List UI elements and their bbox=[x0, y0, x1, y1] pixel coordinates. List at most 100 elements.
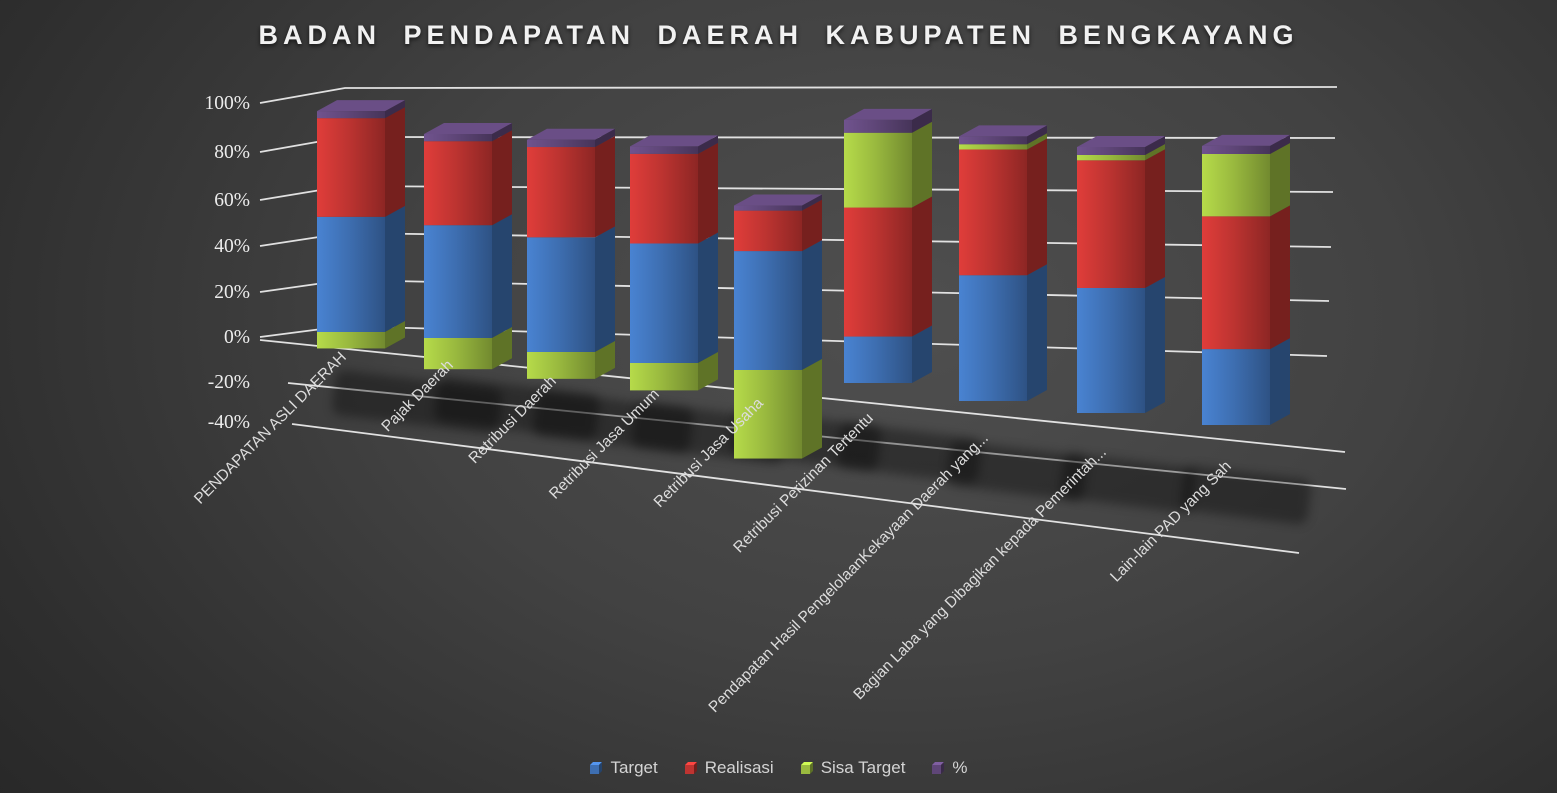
bar-7-segment-percent-top[interactable] bbox=[959, 125, 1047, 137]
bar-2-segment-percent[interactable] bbox=[424, 134, 492, 142]
bar-2-segment-target[interactable] bbox=[424, 225, 492, 338]
bar-1-segment-sisa-target[interactable] bbox=[317, 332, 385, 349]
bar-7-segment-sisa-target[interactable] bbox=[959, 144, 1027, 150]
bar-2-segment-target-side[interactable] bbox=[492, 214, 512, 338]
bar-8-segment-sisa-target[interactable] bbox=[1077, 154, 1145, 161]
legend-item-sisa-target[interactable]: Sisa Target bbox=[800, 758, 906, 778]
bar-4-segment-sisa-target[interactable] bbox=[630, 363, 698, 391]
bar-9-segment-realisasi-side[interactable] bbox=[1270, 205, 1290, 350]
bar-4-segment-realisasi-side[interactable] bbox=[698, 142, 718, 244]
bar-5-segment-sisa-target[interactable] bbox=[734, 370, 802, 459]
bar-5-segment-percent-side[interactable] bbox=[802, 194, 822, 211]
bar-3-segment-percent[interactable] bbox=[527, 139, 595, 148]
bar-9-segment-realisasi[interactable] bbox=[1202, 216, 1270, 350]
bar-3-segment-realisasi-side[interactable] bbox=[595, 136, 615, 238]
bar-6-segment-percent-side[interactable] bbox=[912, 108, 932, 133]
bar-8-segment-percent-side[interactable] bbox=[1145, 136, 1165, 155]
bar-7-segment-target-side[interactable] bbox=[1027, 264, 1047, 401]
bar-6-segment-sisa-target-side[interactable] bbox=[912, 121, 932, 208]
bar-2-segment-sisa-target-side[interactable] bbox=[492, 327, 512, 370]
bar-7-segment-sisa-target-side[interactable] bbox=[1027, 133, 1047, 150]
bar-3-segment-sisa-target-side[interactable] bbox=[595, 341, 615, 379]
bar-1-segment-sisa-target-side[interactable] bbox=[385, 321, 405, 349]
bar-4-segment-percent-top[interactable] bbox=[630, 135, 718, 147]
bar-6-segment-realisasi-side[interactable] bbox=[912, 196, 932, 337]
bar-9-segment-percent-side[interactable] bbox=[1270, 134, 1290, 154]
bar-floor-shadow bbox=[836, 423, 982, 483]
legend-item-target[interactable]: Target bbox=[589, 758, 658, 778]
bar-4-segment-realisasi[interactable] bbox=[630, 153, 698, 244]
bar-3-segment-target[interactable] bbox=[527, 237, 595, 352]
bar-1-segment-realisasi[interactable] bbox=[317, 118, 385, 217]
bar-8-segment-sisa-target-side[interactable] bbox=[1145, 143, 1165, 161]
bar-3-segment-target-side[interactable] bbox=[595, 226, 615, 352]
bar-6-segment-sisa-target[interactable] bbox=[844, 132, 912, 208]
bar-9-segment-percent[interactable] bbox=[1202, 145, 1270, 154]
bar-7-segment-realisasi[interactable] bbox=[959, 149, 1027, 276]
bar-5-segment-percent-top[interactable] bbox=[734, 194, 822, 206]
bar-8-segment-target[interactable] bbox=[1077, 287, 1145, 413]
legend-cube-icon bbox=[684, 762, 697, 774]
bar-2-segment-sisa-target[interactable] bbox=[424, 338, 492, 370]
bar-7-segment-target[interactable] bbox=[959, 275, 1027, 401]
bar-6-segment-percent[interactable] bbox=[844, 119, 912, 133]
bar-2-segment-percent-top[interactable] bbox=[424, 123, 512, 134]
bar-9-segment-target[interactable] bbox=[1202, 349, 1270, 425]
bar-1-segment-target[interactable] bbox=[317, 216, 385, 332]
bar-5-segment-realisasi[interactable] bbox=[734, 210, 802, 252]
bar-5-segment-realisasi-side[interactable] bbox=[802, 199, 822, 252]
bar-6-segment-target[interactable] bbox=[844, 336, 912, 383]
bar-8-segment-realisasi-side[interactable] bbox=[1145, 149, 1165, 288]
bar-3-segment-percent-top[interactable] bbox=[527, 128, 615, 140]
bar-4-segment-percent-side[interactable] bbox=[698, 135, 718, 154]
bar-floor-shadow bbox=[1060, 453, 1196, 513]
bar-3-segment-realisasi[interactable] bbox=[527, 147, 595, 238]
bar-4-segment-sisa-target-side[interactable] bbox=[698, 352, 718, 391]
y-axis-tick-label: 20% bbox=[214, 282, 250, 303]
legend-cube-icon bbox=[932, 762, 945, 774]
legend-item-percent[interactable]: % bbox=[931, 758, 968, 778]
gridline-8 bbox=[291, 423, 1300, 554]
bar-8-segment-percent-top[interactable] bbox=[1077, 136, 1165, 147]
bar-2-segment-realisasi-side[interactable] bbox=[492, 130, 512, 226]
y-axis-tick-label: -20% bbox=[208, 372, 250, 393]
bar-9-segment-percent-top[interactable] bbox=[1202, 134, 1290, 146]
bar-7-segment-percent-side[interactable] bbox=[1027, 125, 1047, 145]
bar-3-segment-percent-side[interactable] bbox=[595, 128, 615, 148]
bar-8-segment-target-side[interactable] bbox=[1145, 276, 1165, 413]
bar-9-segment-sisa-target[interactable] bbox=[1202, 154, 1270, 217]
bar-8-segment-percent[interactable] bbox=[1077, 147, 1145, 155]
y-axis-tick-label: -40% bbox=[208, 412, 250, 433]
bar-5-segment-sisa-target-side[interactable] bbox=[802, 359, 822, 459]
bar-5-segment-target-side[interactable] bbox=[802, 240, 822, 370]
legend-label: Sisa Target bbox=[820, 758, 906, 777]
bar-5-segment-percent[interactable] bbox=[734, 205, 802, 211]
y-axis-tick-label: 40% bbox=[214, 236, 250, 257]
bar-6-segment-realisasi[interactable] bbox=[844, 207, 912, 337]
bar-5-segment-target[interactable] bbox=[734, 251, 802, 370]
bar-1-segment-realisasi-side[interactable] bbox=[385, 107, 405, 217]
bar-7-segment-percent[interactable] bbox=[959, 136, 1027, 145]
bar-2-segment-realisasi[interactable] bbox=[424, 141, 492, 226]
bar-6-segment-percent-top[interactable] bbox=[844, 108, 932, 120]
bar-1-segment-percent-side[interactable] bbox=[385, 100, 405, 119]
bar-1-segment-target-side[interactable] bbox=[385, 205, 405, 332]
legend-cube-icon bbox=[800, 762, 813, 774]
bar-8-segment-realisasi[interactable] bbox=[1077, 160, 1145, 288]
bar-6-segment-target-side[interactable] bbox=[912, 325, 932, 383]
bar-7-segment-realisasi-side[interactable] bbox=[1027, 138, 1047, 276]
bar-9-segment-target-side[interactable] bbox=[1270, 338, 1290, 425]
bar-1-segment-percent-top[interactable] bbox=[317, 100, 405, 112]
bar-4-segment-percent[interactable] bbox=[630, 146, 698, 154]
legend-item-realisasi[interactable]: Realisasi bbox=[684, 758, 774, 778]
bar-4-segment-target-side[interactable] bbox=[698, 232, 718, 363]
bar-4-segment-target[interactable] bbox=[630, 243, 698, 363]
bar-2-segment-percent-side[interactable] bbox=[492, 123, 512, 142]
bar-3-segment-sisa-target[interactable] bbox=[527, 352, 595, 379]
bar-9-segment-sisa-target-side[interactable] bbox=[1270, 143, 1290, 217]
legend-label: Target bbox=[610, 758, 658, 777]
bar-1-segment-percent[interactable] bbox=[317, 111, 385, 119]
gridline-0 bbox=[259, 86, 1338, 104]
